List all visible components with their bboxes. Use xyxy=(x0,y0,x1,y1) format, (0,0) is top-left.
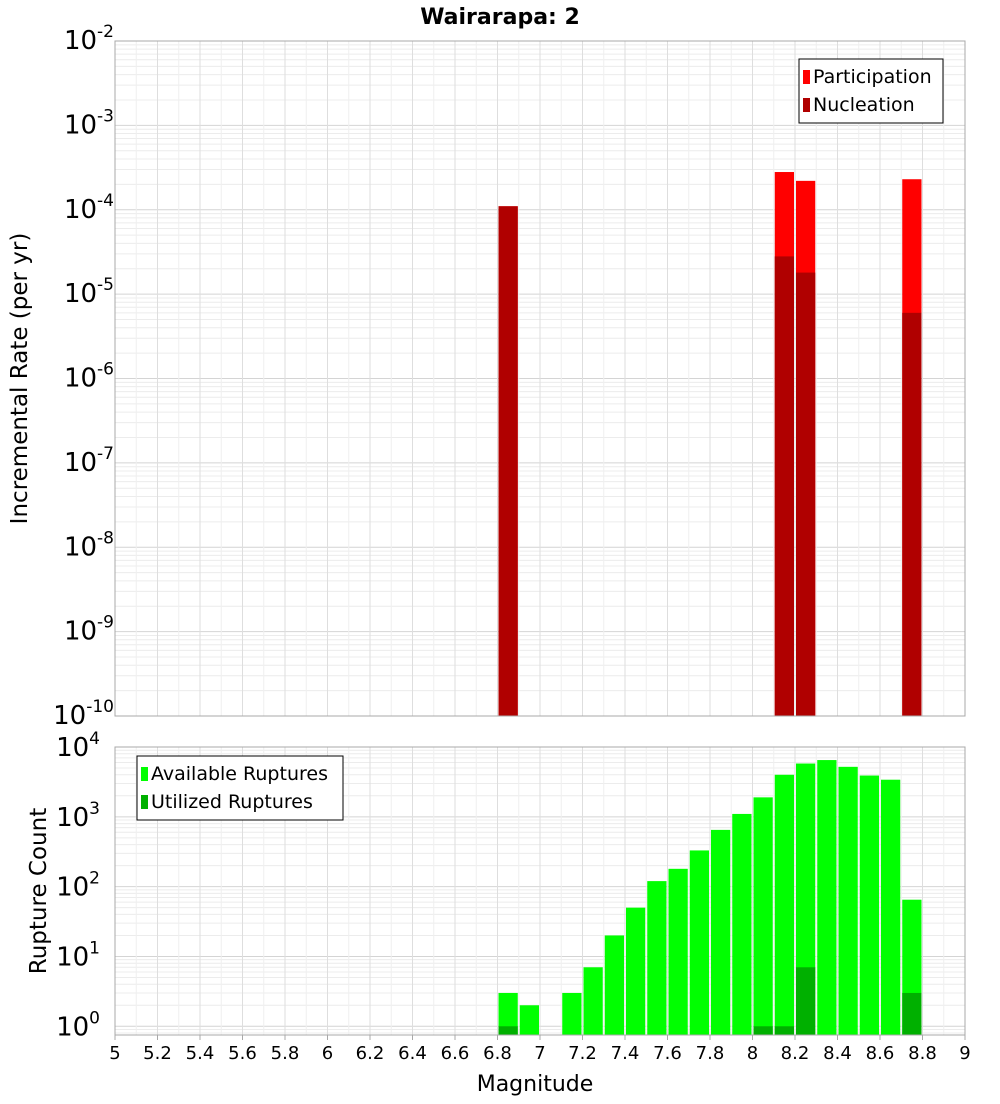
bottom-y-tick-label: 102 xyxy=(56,869,100,903)
bottom-legend-swatch xyxy=(141,795,148,809)
top-y-tick-label: 10-3 xyxy=(64,106,114,140)
bottom-bar xyxy=(753,797,773,1035)
x-tick-label: 7.6 xyxy=(653,1043,682,1064)
top-legend: Participation Nucleation xyxy=(798,58,944,124)
top-legend-box xyxy=(798,58,944,124)
x-axis-label: Magnitude xyxy=(477,1072,594,1097)
bottom-bar xyxy=(668,868,688,1035)
top-bar xyxy=(774,256,794,716)
x-tick-label: 8.2 xyxy=(781,1043,810,1064)
top-y-tick-label: 10-6 xyxy=(64,360,114,394)
bottom-bar xyxy=(711,829,731,1035)
top-y-tick-label: 10-2 xyxy=(64,22,114,56)
bottom-legend-box xyxy=(136,755,344,821)
top-y-tick-label: 10-9 xyxy=(64,613,114,647)
bottom-bar xyxy=(859,775,879,1035)
x-tick-label: 7.4 xyxy=(611,1043,640,1064)
x-tick-label: 9 xyxy=(959,1043,970,1064)
x-tick-label: 7 xyxy=(534,1043,545,1064)
x-tick-label: 5 xyxy=(109,1043,120,1064)
x-tick-label: 6 xyxy=(322,1043,333,1064)
bottom-bar xyxy=(881,779,901,1035)
bottom-bar xyxy=(647,881,667,1035)
bottom-y-tick-label: 100 xyxy=(56,1008,100,1042)
bottom-y-tick-label: 101 xyxy=(56,938,100,972)
bottom-bar xyxy=(796,763,816,1035)
bottom-bar xyxy=(732,813,752,1035)
bottom-bar xyxy=(604,935,624,1035)
top-y-tick-label: 10-4 xyxy=(64,191,114,225)
bottom-bar xyxy=(626,907,646,1035)
bottom-bar xyxy=(689,850,709,1035)
bottom-bar xyxy=(774,1026,794,1035)
bottom-bar xyxy=(796,967,816,1035)
x-tick-label: 8 xyxy=(747,1043,758,1064)
x-tick-label: 6.4 xyxy=(398,1043,427,1064)
bottom-bar xyxy=(753,1026,773,1035)
bottom-bar xyxy=(498,1026,518,1035)
top-legend-swatch xyxy=(803,98,810,112)
bottom-bar xyxy=(519,1005,539,1035)
bottom-bar xyxy=(902,992,922,1035)
bottom-y-axis-label: Rupture Count xyxy=(26,808,52,974)
bottom-y-tick-label: 103 xyxy=(56,799,100,833)
x-tick-label: 6.6 xyxy=(441,1043,470,1064)
bottom-y-tick-label: 104 xyxy=(56,729,100,763)
x-tick-label: 5.8 xyxy=(271,1043,300,1064)
x-tick-label: 5.2 xyxy=(143,1043,172,1064)
top-bar xyxy=(902,312,922,716)
bottom-legend-label: Utilized Ruptures xyxy=(151,791,313,813)
bottom-legend-label: Available Ruptures xyxy=(151,763,328,785)
bottom-bar xyxy=(498,992,518,1035)
x-tick-label: 8.6 xyxy=(866,1043,895,1064)
top-y-tick-label: 10-5 xyxy=(64,275,114,309)
bottom-legend: Available Ruptures Utilized Ruptures xyxy=(136,755,344,821)
bottom-legend-swatch xyxy=(141,767,148,781)
top-bar xyxy=(796,272,816,716)
top-bar xyxy=(498,206,518,716)
top-y-tick-label: 10-7 xyxy=(64,444,114,478)
top-plot-frame xyxy=(114,40,966,717)
top-legend-label: Nucleation xyxy=(813,94,915,116)
bottom-bar xyxy=(583,967,603,1035)
x-tick-label: 6.8 xyxy=(483,1043,512,1064)
top-legend-swatch xyxy=(803,70,810,84)
top-grid xyxy=(114,40,966,717)
bottom-bar xyxy=(817,760,837,1035)
top-legend-label: Participation xyxy=(813,66,932,88)
top-y-axis-label: Incremental Rate (per yr) xyxy=(7,233,33,525)
bottom-bars-available-ruptures xyxy=(498,760,922,1035)
x-tick-label: 7.8 xyxy=(696,1043,725,1064)
x-tick-label: 5.4 xyxy=(186,1043,215,1064)
x-tick-label: 6.2 xyxy=(356,1043,385,1064)
chart-title: Wairarapa: 2 xyxy=(420,5,580,30)
top-bars-nucleation xyxy=(498,206,922,716)
x-tick-label: 5.6 xyxy=(228,1043,257,1064)
bottom-bar xyxy=(838,766,858,1035)
bottom-bars-utilized-ruptures xyxy=(498,967,922,1035)
x-tick-label: 8.4 xyxy=(823,1043,852,1064)
top-y-tick-label: 10-8 xyxy=(64,528,114,562)
bottom-bar xyxy=(562,992,582,1035)
x-tick-label: 7.2 xyxy=(568,1043,597,1064)
x-tick-label: 8.8 xyxy=(908,1043,937,1064)
bottom-bar xyxy=(774,774,794,1035)
top-y-tick-label: 10-10 xyxy=(53,697,114,731)
